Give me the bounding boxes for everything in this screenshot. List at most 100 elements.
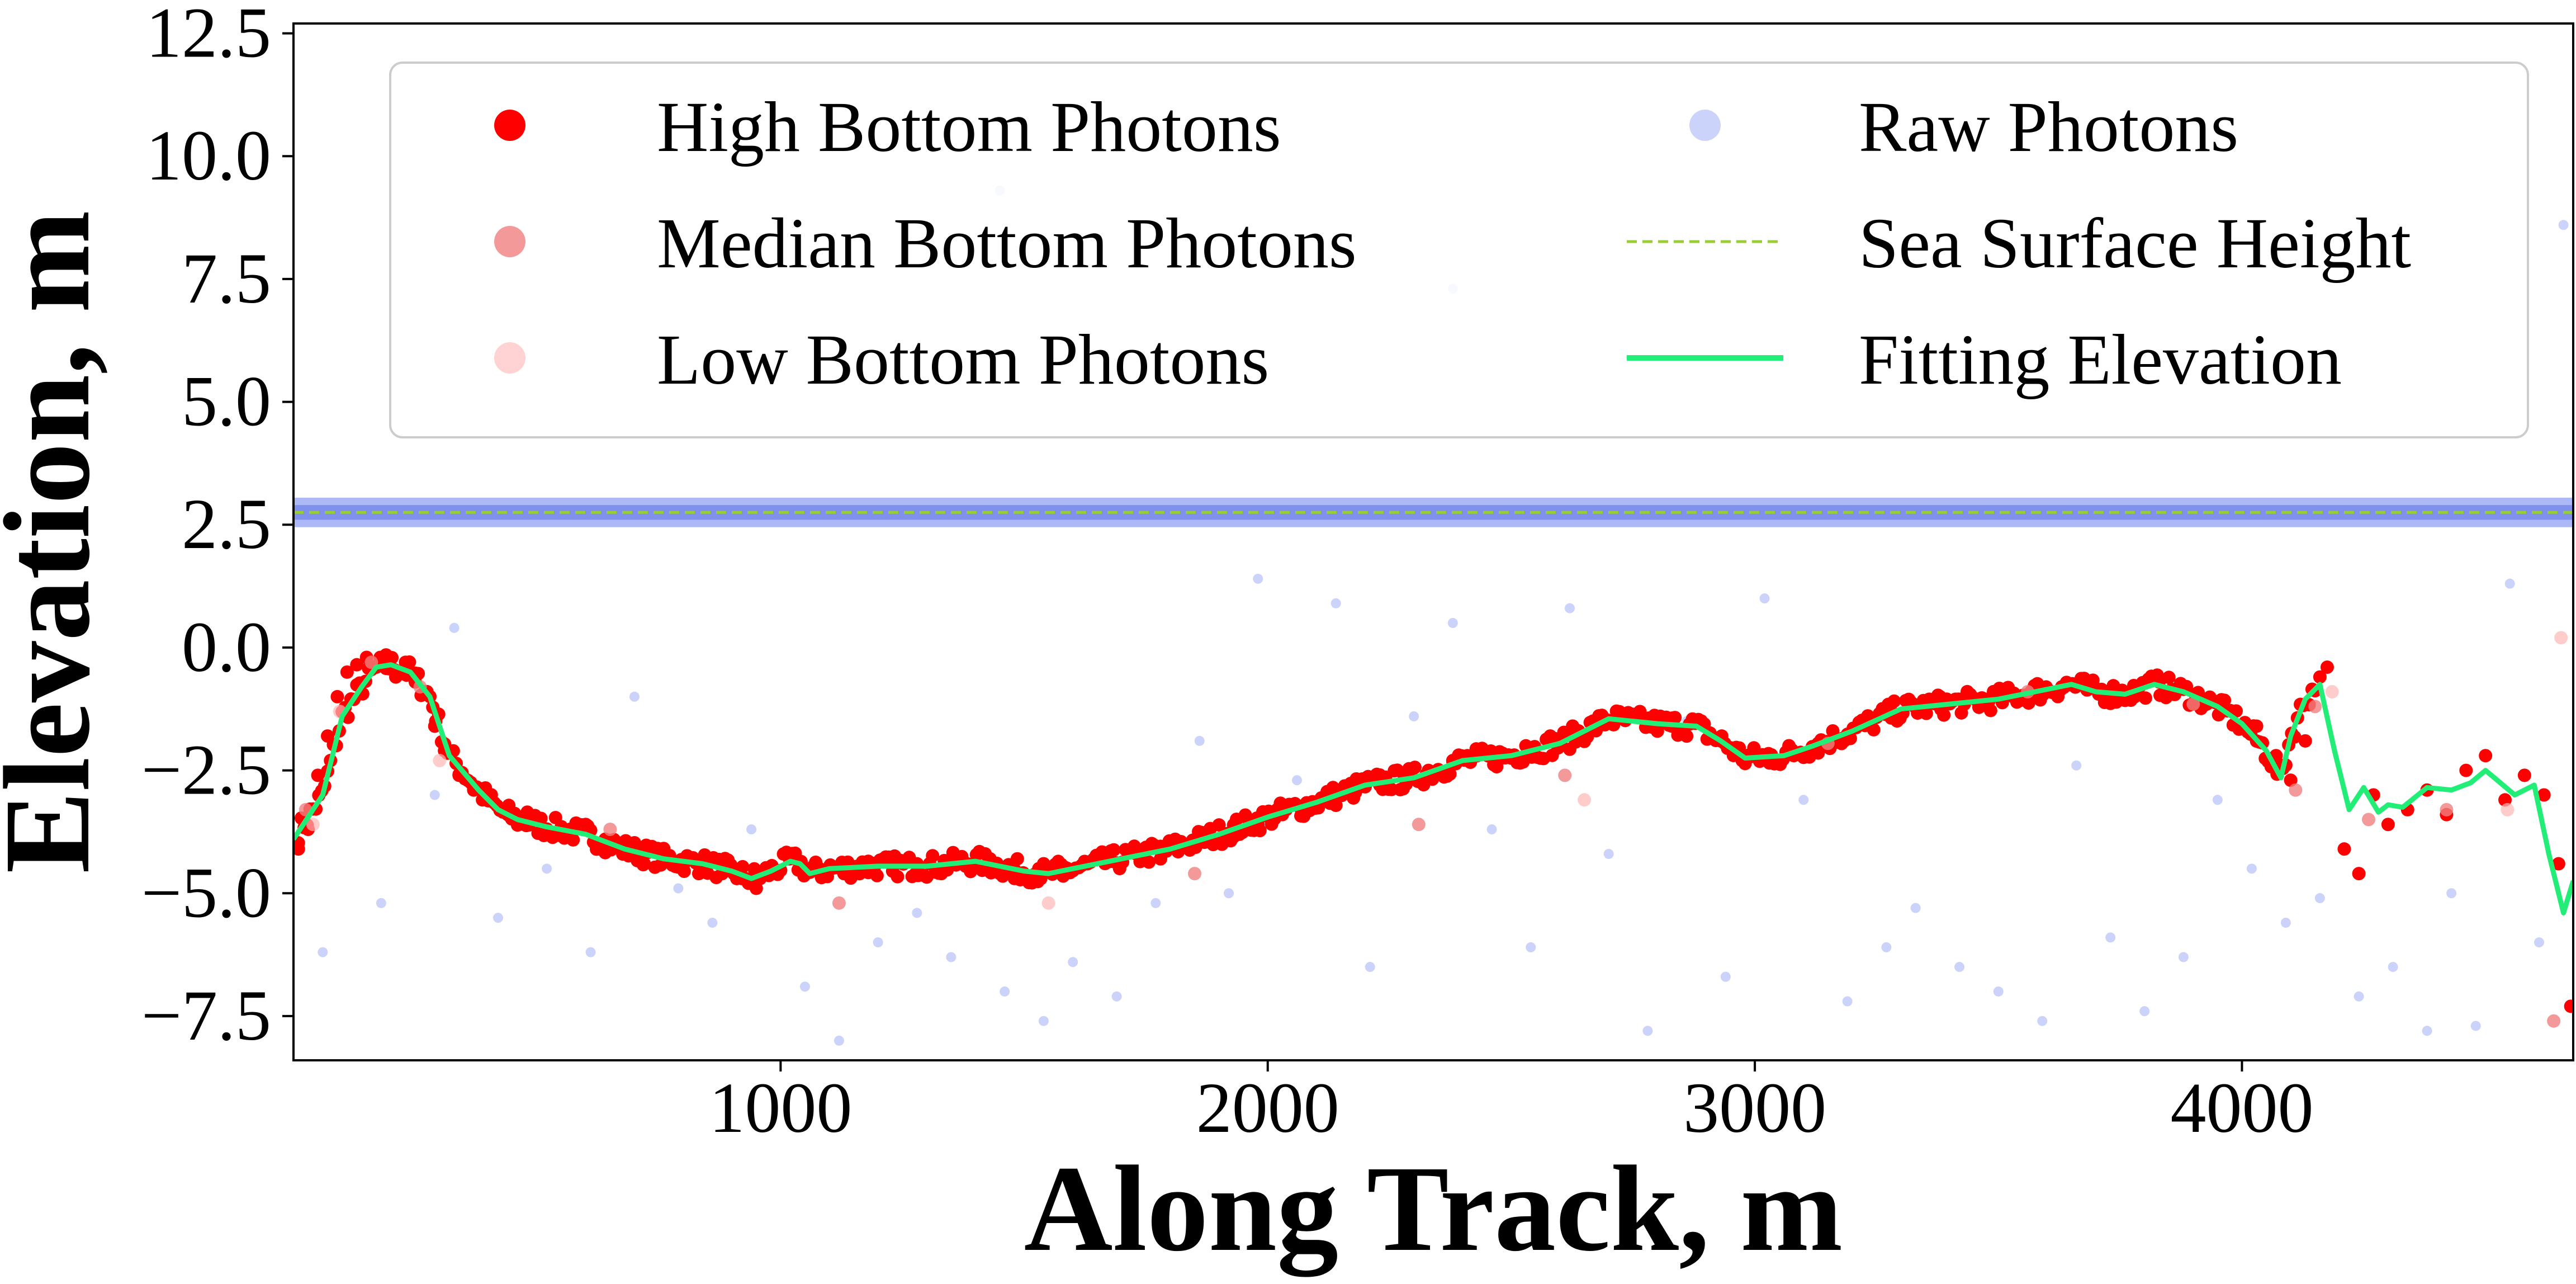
raw-photon-point bbox=[1720, 971, 1731, 982]
raw-photon-point bbox=[2534, 937, 2545, 948]
raw-photon-point bbox=[1330, 598, 1341, 608]
raw-photon-point bbox=[873, 937, 883, 948]
legend-label: Fitting Elevation bbox=[1859, 320, 2342, 399]
high-bottom-photon-point bbox=[350, 658, 364, 672]
median-bottom-photon-point bbox=[2547, 1014, 2561, 1028]
high-bottom-photon-point bbox=[1826, 724, 1840, 738]
raw-photon-point bbox=[2422, 1026, 2432, 1036]
high-bottom-photon-point bbox=[1408, 761, 1422, 775]
raw-photon-bands bbox=[293, 497, 2573, 527]
low-bottom-photon-point bbox=[306, 818, 320, 832]
raw-photon-point bbox=[1564, 603, 1575, 613]
high-bottom-photon-point bbox=[399, 655, 413, 669]
high-bottom-photon-point bbox=[926, 849, 940, 863]
raw-photon-point bbox=[673, 883, 684, 894]
legend-label: Median Bottom Photons bbox=[657, 204, 1357, 283]
y-tick-label: −2.5 bbox=[141, 730, 271, 810]
raw-photons-layer bbox=[318, 185, 2569, 1046]
x-tick-label: 3000 bbox=[1683, 1068, 1826, 1148]
high-bottom-photon-point bbox=[293, 842, 305, 856]
high-bottom-photon-point bbox=[520, 805, 534, 819]
raw-photon-point bbox=[2139, 1006, 2150, 1017]
high-bottom-photon-point bbox=[1919, 706, 1933, 720]
raw-photon-band-core bbox=[293, 505, 2573, 520]
y-tick-label: −5.0 bbox=[141, 853, 271, 932]
high-bottom-photon-point bbox=[2313, 670, 2327, 684]
raw-photon-point bbox=[1194, 735, 1205, 746]
median-bottom-photon-point bbox=[2362, 813, 2376, 827]
median-bottom-photon-point bbox=[603, 823, 617, 837]
high-bottom-photon-point bbox=[340, 665, 354, 679]
legend-label: Sea Surface Height bbox=[1859, 204, 2411, 283]
raw-photon-point bbox=[2178, 952, 2189, 962]
high-bottom-photon-point bbox=[2218, 693, 2232, 707]
plot-frame bbox=[292, 22, 2574, 1061]
raw-photon-point bbox=[1603, 848, 1614, 859]
raw-photon-point bbox=[1881, 942, 1892, 952]
raw-photon-point bbox=[1759, 593, 1770, 604]
raw-photon-point bbox=[1224, 888, 1234, 899]
raw-photon-point bbox=[1292, 775, 1303, 786]
high-bottom-photon-point bbox=[934, 867, 948, 881]
raw-photon-point bbox=[542, 863, 552, 874]
legend-label: High Bottom Photons bbox=[657, 87, 1281, 167]
high-bottom-photon-point bbox=[1227, 830, 1240, 844]
high-bottom-photon-point bbox=[2298, 734, 2312, 748]
raw-photon-point bbox=[1000, 986, 1010, 997]
raw-photon-point bbox=[1253, 573, 1263, 584]
raw-photon-point bbox=[1910, 903, 1921, 913]
high-bottom-photon-point bbox=[389, 670, 402, 684]
x-tick-label: 1000 bbox=[709, 1068, 852, 1148]
high-bottom-photon-point bbox=[320, 729, 334, 743]
high-bottom-photon-point bbox=[2537, 788, 2551, 802]
high-bottom-photon-point bbox=[311, 768, 325, 782]
y-tick-label: 12.5 bbox=[146, 0, 271, 73]
median-bottom-photon-point bbox=[832, 896, 846, 910]
raw-photon-point bbox=[449, 622, 460, 633]
high-bottom-photon-point bbox=[1010, 852, 1024, 866]
low-bottom-photon-point bbox=[1578, 793, 1592, 807]
high-bottom-photon-point bbox=[2021, 696, 2035, 710]
raw-photon-point bbox=[946, 952, 956, 962]
high-bottom-photon-point bbox=[1650, 724, 1664, 738]
high-bottom-photon-point bbox=[2517, 768, 2531, 782]
high-bottom-photon-point bbox=[1763, 756, 1777, 770]
raw-photon-point bbox=[1798, 795, 1809, 805]
raw-photon-point bbox=[1409, 711, 1419, 721]
high-bottom-photon-point bbox=[637, 857, 651, 871]
raw-photon-point bbox=[1365, 962, 1375, 973]
raw-photon-point bbox=[429, 790, 440, 800]
raw-photon-point bbox=[2504, 578, 2515, 589]
raw-photon-point bbox=[2037, 1016, 2048, 1026]
high-bottom-photon-point bbox=[2352, 867, 2366, 881]
raw-photon-point bbox=[318, 947, 328, 957]
high-bottom-photon-point bbox=[2381, 818, 2395, 832]
high-bottom-photon-point bbox=[736, 860, 750, 874]
y-tick-label: 5.0 bbox=[182, 362, 271, 441]
high-bottom-photon-point bbox=[1142, 855, 1156, 869]
high-bottom-photon-point bbox=[1007, 871, 1021, 885]
raw-photon-point bbox=[2388, 962, 2398, 973]
high-bottom-photon-point bbox=[534, 811, 548, 825]
high-bottom-photon-point bbox=[1543, 729, 1557, 743]
median-bottom-photon-point bbox=[2289, 783, 2303, 797]
raw-photon-point bbox=[1486, 824, 1497, 835]
low-bottom-photon-point bbox=[2325, 685, 2339, 698]
raw-photon-point bbox=[707, 917, 718, 928]
raw-photon-point bbox=[1526, 942, 1536, 952]
high-bottom-photon-point bbox=[2459, 763, 2473, 777]
x-axis: 1000 2000 3000 4000 bbox=[709, 1060, 2313, 1148]
high-bottom-photon-point bbox=[1107, 843, 1121, 857]
y-tick-label: 2.5 bbox=[182, 484, 271, 564]
median-bottom-photon-point bbox=[2308, 700, 2322, 714]
legend-marker bbox=[494, 342, 525, 374]
raw-photon-point bbox=[1150, 898, 1161, 908]
high-bottom-photon-point bbox=[2564, 999, 2573, 1013]
raw-photon-point bbox=[493, 913, 503, 923]
high-bottom-photon-point bbox=[2320, 660, 2334, 674]
high-bottom-photon-point bbox=[1933, 690, 1947, 704]
raw-photon-point bbox=[799, 981, 810, 992]
raw-photon-point bbox=[2212, 795, 2223, 805]
raw-photon-point bbox=[585, 947, 596, 957]
